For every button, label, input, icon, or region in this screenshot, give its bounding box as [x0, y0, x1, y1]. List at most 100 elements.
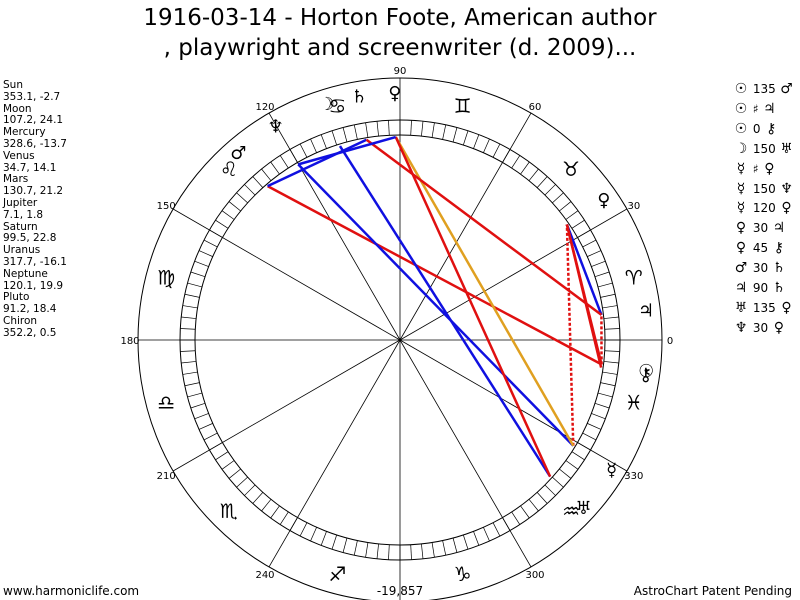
zodiac-sign-glyph: ♑ — [454, 562, 472, 586]
planet-pos: 99.5, 22.8 — [3, 232, 57, 245]
aspect-planet-a: ☿ — [736, 180, 746, 197]
degree-tick — [559, 201, 572, 212]
degree-tick — [215, 219, 229, 229]
degree-tick — [552, 476, 564, 488]
degree-tick — [594, 403, 610, 409]
zodiac-sign-glyph: ♊ — [454, 94, 472, 118]
aspect-angle: ♯ — [749, 161, 763, 176]
degree-label: 150 — [157, 201, 176, 212]
degree-tick — [603, 361, 619, 364]
degree-tick — [320, 531, 327, 546]
zodiac-sign-glyph: ♈ — [625, 265, 643, 289]
aspect-line — [565, 224, 603, 365]
aspect-planet-a: ♆ — [734, 319, 748, 336]
degree-tick — [473, 134, 480, 149]
zodiac-sign-glyph: ♏ — [220, 499, 238, 523]
planet-pos: 317.7, -16.1 — [3, 255, 67, 268]
degree-tick — [571, 451, 585, 461]
planet-pos: 353.1, -2.7 — [3, 90, 61, 103]
planet-glyph: ☿ — [606, 460, 617, 481]
planet-glyph: ♄ — [351, 86, 367, 107]
degree-tick — [604, 350, 620, 352]
aspect-angle: 0 — [749, 121, 765, 136]
degree-tick — [376, 121, 379, 137]
degree-tick — [342, 537, 348, 553]
degree-label: 240 — [255, 570, 274, 581]
house-spoke — [399, 112, 532, 341]
aspect-planet-a: ♂ — [734, 260, 748, 277]
footer-website[interactable]: www.harmoniclife.com — [3, 584, 140, 598]
degree-tick — [552, 192, 564, 204]
degree-tick — [194, 260, 209, 267]
degree-tick — [180, 328, 196, 330]
degree-tick — [565, 460, 579, 470]
degree-tick — [587, 250, 602, 257]
degree-tick — [310, 527, 317, 542]
planet-pos: 130.7, 21.2 — [3, 185, 64, 198]
house-spoke — [399, 339, 532, 568]
degree-tick — [184, 382, 200, 387]
degree-tick — [261, 168, 272, 181]
degree-tick — [410, 544, 412, 560]
degree-tick — [228, 468, 241, 479]
footer-number: -19,857 — [376, 584, 424, 598]
degree-tick — [299, 522, 308, 537]
aspect-planet-a: ☉ — [734, 120, 748, 137]
degree-label: 330 — [624, 471, 643, 482]
degree-tick — [431, 542, 435, 558]
aspect-row: ☽ 150 ♅ — [733, 140, 794, 160]
aspect-angle: 45 — [749, 241, 772, 256]
aspect-row: ☉ ♯ ♃ — [733, 100, 794, 120]
zodiac-sign-glyph: ♓ — [625, 391, 643, 415]
aspect-lines — [267, 135, 603, 478]
aspect-line — [338, 145, 552, 478]
aspect-row: ☉ 0 ⚷ — [733, 120, 794, 140]
planet-pos: 91.2, 18.4 — [3, 303, 57, 316]
aspect-list: ☉ 135 ♂ ☉ ♯ ♃ ☉ 0 ⚷ ☽ 150 ♅ ☿ ♯ ♀ ☿ 150 ♆ ☿ 12… — [733, 80, 794, 339]
planet-glyph: ♂ — [230, 143, 246, 164]
degree-tick — [244, 184, 256, 196]
degree-label: 0 — [667, 336, 673, 347]
house-spoke — [399, 208, 628, 341]
aspect-angle: 120 — [749, 201, 780, 216]
planet-pos: 352.2, 0.5 — [3, 326, 57, 339]
zodiac-sign-glyph: ♐ — [328, 562, 346, 586]
degree-tick — [582, 239, 597, 248]
aspect-row: ☿ 120 ♀ — [733, 199, 794, 219]
degree-tick — [187, 282, 203, 288]
planet-name: Chiron — [3, 314, 38, 327]
house-spoke — [268, 112, 401, 341]
planet-glyph: ♀ — [597, 190, 610, 211]
aspect-row: ☿ 150 ♆ — [733, 180, 794, 200]
degree-tick — [331, 130, 337, 146]
aspect-line — [394, 136, 575, 447]
degree-tick — [463, 130, 469, 146]
planet-glyph: ♃ — [638, 300, 654, 321]
house-spoke — [172, 208, 401, 341]
aspect-planet-b: ♄ — [772, 280, 786, 297]
degree-tick — [310, 138, 317, 153]
aspect-line — [365, 138, 603, 316]
degree-label: 90 — [394, 66, 407, 77]
degree-tick — [511, 155, 521, 169]
degree-tick — [520, 505, 530, 519]
degree-tick — [190, 271, 206, 277]
house-spoke — [268, 339, 401, 568]
degree-tick — [184, 293, 200, 298]
degree-tick — [492, 522, 501, 537]
aspect-angle: 90 — [749, 281, 772, 296]
degree-tick — [594, 271, 610, 277]
aspect-row: ♀ 30 ♃ — [733, 219, 794, 239]
aspect-angle: 30 — [749, 261, 772, 276]
degree-tick — [604, 328, 620, 330]
aspect-angle: 150 — [749, 141, 780, 156]
planet-glyph: ⚷ — [639, 365, 652, 386]
degree-tick — [261, 499, 272, 512]
degree-tick — [180, 350, 196, 352]
planet-position-list: Sun 353.1, -2.7 Moon 107.2, 24.1 Mercury… — [3, 79, 67, 340]
aspect-line — [565, 224, 575, 446]
aspect-line — [297, 135, 397, 166]
aspect-row: ♅ 135 ♀ — [733, 299, 794, 319]
degree-tick — [252, 176, 264, 188]
